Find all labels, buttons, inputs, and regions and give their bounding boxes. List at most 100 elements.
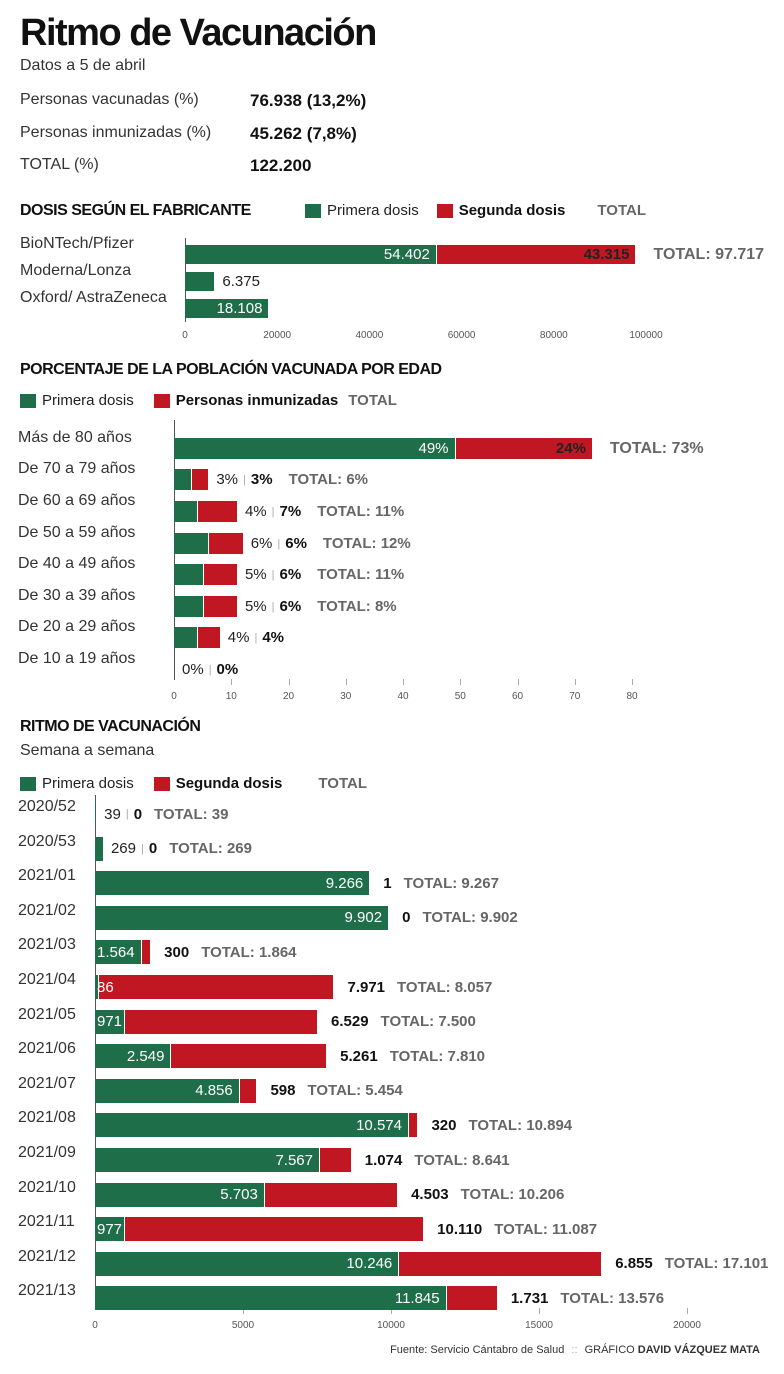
tick-label: 40 (397, 691, 409, 702)
value-first: 4% (227, 629, 250, 646)
value-first: 11.845 (394, 1289, 440, 1307)
bar-value-labels: 6.529 TOTAL: 7.500 (325, 1010, 476, 1034)
tick-label: 20 (282, 691, 295, 702)
tick-label: 40000 (355, 330, 384, 341)
value-first: 4% (244, 503, 267, 520)
tick-mark (403, 679, 404, 685)
stat-value: 45.262 (7,8%) (250, 124, 357, 143)
separator: | (254, 631, 258, 644)
value-second: 6.855 (615, 1255, 653, 1273)
tick-label: 5000 (231, 1320, 255, 1331)
category-label: De 20 a 29 años (18, 618, 136, 635)
category-label: 2021/05 (18, 1005, 76, 1023)
category-label: 2021/13 (18, 1282, 76, 1300)
bar: 11.845 (95, 1286, 497, 1311)
tick-mark (345, 679, 347, 685)
category-label: De 10 a 19 años (18, 650, 136, 667)
tick-label: 15000 (525, 1320, 553, 1331)
tick-mark (391, 1308, 392, 1314)
bar-value-labels: TOTAL: 73% (600, 438, 704, 459)
value-total: TOTAL: 9.267 (403, 874, 499, 892)
legend-label: Primera dosis (42, 392, 134, 409)
chart-title: PORCENTAJE DE LA POBLACIÓN VACUNADA POR … (20, 361, 442, 378)
value-second: 4% (262, 629, 285, 646)
legend-label: Segunda dosis (175, 775, 283, 792)
stat-label: TOTAL (%) (20, 156, 99, 173)
bar-value-labels: 7.971 TOTAL: 8.057 (341, 975, 492, 999)
category-label: 2021/02 (18, 901, 76, 919)
page-title: Ritmo de Vacunación (20, 12, 377, 54)
tick-mark (231, 679, 233, 685)
bar (174, 596, 237, 617)
bar: 9.902 (95, 905, 389, 930)
category-label: Moderna/Lonza (20, 262, 132, 279)
separator: | (140, 842, 144, 855)
tick-label: 80 (626, 691, 638, 702)
bar-first (95, 1286, 446, 1311)
value-first: 7.567 (275, 1151, 313, 1169)
separator: | (243, 473, 246, 486)
value-first: 4.856 (195, 1082, 233, 1100)
category-label: 2021/01 (18, 867, 76, 885)
value-total: TOTAL: 11% (317, 566, 405, 583)
value-second: 0 (133, 805, 143, 823)
tick-label: 60 (511, 691, 524, 702)
separator: | (125, 808, 129, 820)
chart-title: DOSIS SEGÚN EL FABRICANTE (20, 202, 251, 219)
value-first: 10.574 (356, 1116, 402, 1134)
value-second: 5.261 (340, 1047, 378, 1065)
value-second: 4.503 (411, 1186, 449, 1204)
bar-value-labels: 1.074 TOTAL: 8.641 (359, 1148, 510, 1172)
value-second: 3% (250, 471, 273, 488)
value-first: 3% (216, 471, 239, 488)
bar: 9.266 (95, 871, 371, 896)
bar-first (95, 1113, 408, 1138)
bar-first (95, 1182, 264, 1207)
value-first: 39 (104, 805, 121, 823)
bar: 4.856 (95, 1078, 257, 1103)
legend-total: TOTAL (597, 202, 646, 219)
bar-second (263, 1182, 398, 1207)
tick-label: 0 (171, 691, 177, 702)
bar-second (445, 1286, 497, 1311)
value-second: 1 (383, 874, 392, 892)
value-total: TOTAL: 5.454 (307, 1082, 403, 1100)
value-second: 320 (431, 1116, 457, 1134)
bar-second (238, 1078, 257, 1103)
tick-label: 50 (454, 691, 466, 702)
value-second: 598 (270, 1082, 296, 1100)
bar (174, 533, 243, 554)
value-second: 6% (279, 598, 302, 615)
value-second: 0 (402, 909, 411, 927)
value-first: 54.402 (383, 246, 430, 263)
category-label: De 50 a 59 años (18, 524, 136, 541)
bar: 5.703 (95, 1182, 398, 1207)
value-first: 5% (244, 566, 267, 583)
value-first: 977 (97, 1220, 123, 1238)
bar: 18.108 (185, 299, 269, 318)
bar (185, 272, 215, 291)
bar-value-labels: 5% | 6% TOTAL: 11% (245, 564, 404, 585)
value-first: 9.902 (344, 909, 383, 927)
category-label: De 60 a 69 años (18, 492, 136, 509)
bar-second (97, 975, 334, 999)
value-total: TOTAL: 12% (322, 535, 411, 552)
value-total: TOTAL: 9.902 (422, 909, 518, 927)
value-first: 10.246 (346, 1255, 393, 1273)
value-total: TOTAL: 269 (169, 840, 252, 858)
bar-first (174, 469, 192, 490)
bar: 49% 24% (174, 438, 592, 459)
value-total: TOTAL: 7.810 (389, 1047, 486, 1065)
value-total: TOTAL: 97.717 (653, 245, 765, 263)
bar-second (202, 596, 237, 617)
bar-first (95, 905, 389, 930)
bar-first (95, 940, 142, 965)
value-first: 269 (110, 840, 136, 858)
bar-second (191, 469, 209, 490)
bar-first (95, 1009, 124, 1034)
bar-value-labels: 320 TOTAL: 10.894 (425, 1113, 572, 1137)
bar-value-labels: 0 TOTAL: 9.902 (396, 906, 518, 930)
bar-value-labels: 39 | 0 TOTAL: 39 (104, 802, 228, 826)
bar-value-labels: 6.855 TOTAL: 17.101 (609, 1252, 768, 1276)
value-second: 300 (164, 943, 190, 961)
